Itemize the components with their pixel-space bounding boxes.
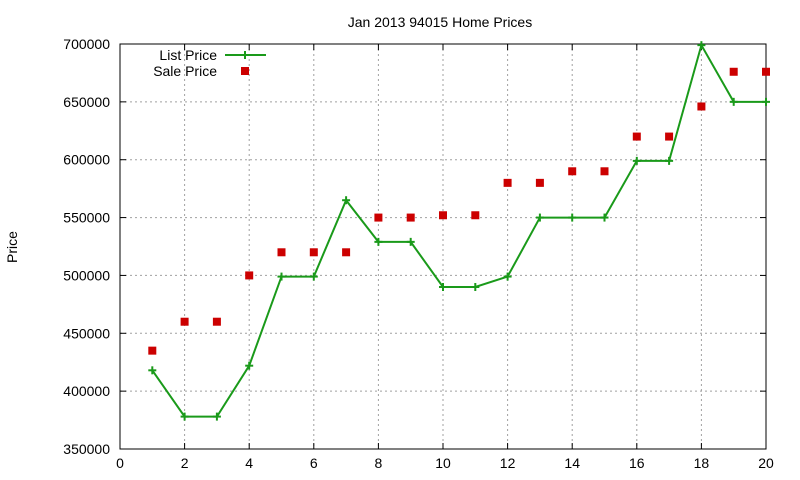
plot-frame bbox=[119, 43, 767, 450]
x-tick-label: 16 bbox=[629, 455, 645, 471]
sale-price-point bbox=[309, 248, 318, 257]
list-price-point bbox=[309, 272, 318, 281]
sale-price-point bbox=[406, 213, 415, 222]
sale-price-point bbox=[148, 346, 157, 355]
y-tick-label: 350000 bbox=[63, 441, 110, 457]
y-tick-label: 600000 bbox=[63, 152, 110, 168]
sale-price-point bbox=[729, 67, 738, 76]
legend-label-list-price: List Price bbox=[159, 47, 217, 63]
x-tick-label: 4 bbox=[245, 455, 253, 471]
list-price-point bbox=[632, 156, 641, 165]
x-tick-label: 14 bbox=[564, 455, 580, 471]
sale-price-point bbox=[277, 248, 286, 257]
list-price-point bbox=[535, 213, 544, 222]
grid bbox=[120, 44, 766, 449]
y-tick-label: 550000 bbox=[63, 210, 110, 226]
x-tick-label: 2 bbox=[181, 455, 189, 471]
legend-swatch-sale-price bbox=[241, 67, 249, 75]
sale-price-point bbox=[665, 132, 674, 141]
x-tick-label: 0 bbox=[116, 455, 124, 471]
y-tick-label: 650000 bbox=[63, 94, 110, 110]
list-price-point bbox=[212, 412, 221, 421]
legend: List Price Sale Price bbox=[153, 47, 266, 79]
list-price-point bbox=[245, 361, 254, 370]
sale-price-point bbox=[342, 248, 351, 257]
x-tick-label: 6 bbox=[310, 455, 318, 471]
list-price-point bbox=[439, 283, 447, 291]
list-price-point bbox=[471, 283, 480, 291]
chart-title: Jan 2013 94015 Home Prices bbox=[348, 14, 532, 30]
sale-price-point bbox=[471, 211, 480, 220]
y-tick-label: 500000 bbox=[63, 267, 110, 283]
list-price-point bbox=[406, 237, 415, 246]
list-price-line bbox=[151, 42, 766, 418]
x-tick-label: 8 bbox=[375, 455, 383, 471]
sale-price-point bbox=[212, 317, 221, 326]
sale-price-point bbox=[535, 178, 544, 187]
x-tick-label: 12 bbox=[500, 455, 516, 471]
list-price-point bbox=[729, 97, 738, 106]
sale-price-point bbox=[632, 132, 641, 141]
axis-ticks: 0 2 4 6 8 10 12 14 16 18 20 350000 400000 450000 50000… bbox=[63, 36, 774, 471]
list-price-point bbox=[503, 272, 512, 281]
list-price-point bbox=[374, 237, 383, 246]
list-price-point bbox=[180, 412, 189, 421]
legend-marker-list-price bbox=[241, 51, 249, 59]
list-price-point bbox=[665, 156, 674, 165]
legend-plus-mark bbox=[241, 51, 249, 59]
sale-price-point bbox=[600, 167, 609, 176]
list-price-point bbox=[600, 213, 609, 222]
list-price-point bbox=[342, 196, 351, 205]
legend-label-sale-price: Sale Price bbox=[153, 63, 217, 79]
y-axis-label: Price bbox=[4, 231, 20, 263]
y-tick-label: 700000 bbox=[63, 36, 110, 52]
sale-price-point bbox=[697, 102, 706, 111]
sale-price-point bbox=[439, 211, 447, 220]
x-tick-label: 10 bbox=[435, 455, 451, 471]
sale-price-point bbox=[180, 317, 189, 326]
sale-price-point bbox=[503, 178, 512, 187]
list-price-point bbox=[568, 213, 577, 222]
sale-price-point bbox=[245, 271, 254, 280]
series-layer bbox=[148, 41, 770, 421]
list-price-point bbox=[148, 366, 157, 375]
list-price-point bbox=[277, 272, 286, 281]
sale-price-point bbox=[762, 67, 770, 76]
x-tick-label: 20 bbox=[758, 455, 774, 471]
sale-price-point bbox=[568, 167, 577, 176]
list-price-point bbox=[697, 41, 706, 50]
y-tick-label: 450000 bbox=[63, 325, 110, 341]
x-tick-label: 18 bbox=[694, 455, 710, 471]
sale-price-point bbox=[374, 213, 383, 222]
y-tick-label: 400000 bbox=[63, 383, 110, 399]
list-price-point bbox=[762, 97, 770, 106]
